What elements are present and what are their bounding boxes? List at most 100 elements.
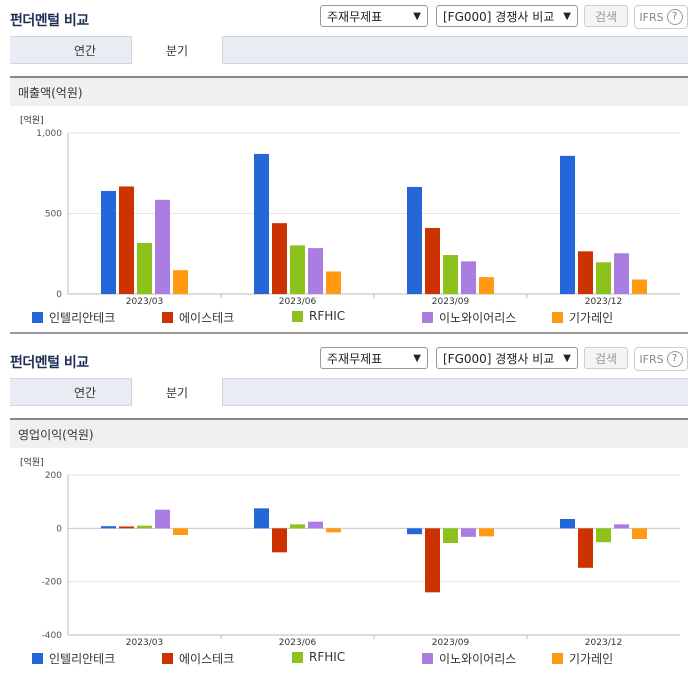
report-type-select[interactable]: 주재무제표 ▼ (320, 5, 428, 27)
tab-quarterly[interactable]: 분기 (131, 378, 223, 406)
legend-item[interactable]: 이노와이어리스 (422, 309, 516, 326)
x-tick-label: 2023/03 (126, 638, 163, 648)
bar-에이스테크 (119, 526, 134, 529)
bar-RFHIC (596, 528, 611, 543)
bar-이노와이어리스 (461, 528, 476, 537)
chart-legend: 인텔리안테크 에이스테크 RFHIC 이노와이어리스 기가레인 (0, 309, 696, 329)
ifrs-label: IFRS (639, 10, 664, 24)
legend-item[interactable]: 인텔리안테크 (32, 650, 115, 667)
legend-swatch (292, 310, 303, 322)
legend-item[interactable]: 기가레인 (552, 309, 613, 326)
x-tick-label: 2023/12 (585, 297, 622, 307)
legend-label: 에이스테크 (179, 652, 235, 666)
legend-item[interactable]: 에이스테크 (162, 309, 234, 326)
panel-title: 펀더멘털 비교 (10, 355, 89, 371)
bar-RFHIC (137, 525, 152, 529)
bar-에이스테크 (425, 227, 440, 294)
revenue-chart: [억원] 0 500 1,000 2023/03 2023/06 2023/09 2023/1… (20, 114, 680, 307)
legend-item[interactable]: 기가레인 (552, 650, 613, 667)
legend-item[interactable]: 이노와이어리스 (422, 650, 516, 667)
bar-RFHIC (290, 524, 305, 529)
chart-section-header: 영업이익(억원) (10, 418, 688, 448)
bar-인텔리안테크 (254, 508, 269, 529)
legend-label: RFHIC (309, 309, 346, 323)
legend-label: 이노와이어리스 (439, 652, 517, 666)
legend-label: 인텔리안테크 (49, 652, 116, 666)
ifrs-button[interactable]: IFRS ? (634, 5, 688, 29)
x-tick-label: 2023/06 (279, 297, 317, 307)
bar-인텔리안테크 (254, 153, 269, 294)
bar-인텔리안테크 (407, 186, 422, 294)
bar-이노와이어리스 (308, 521, 323, 529)
bar-에이스테크 (272, 223, 287, 294)
legend-swatch (162, 653, 173, 664)
unit-label: [억원] (20, 456, 44, 468)
bar-RFHIC (137, 242, 152, 294)
search-button[interactable]: 검색 (584, 347, 628, 369)
x-tick-label: 2023/09 (432, 297, 470, 307)
bar-이노와이어리스 (308, 248, 323, 294)
y-tick-label: 0 (56, 524, 62, 534)
tab-quarterly[interactable]: 분기 (131, 36, 223, 64)
bar-이노와이어리스 (155, 199, 170, 294)
panel-divider (10, 332, 688, 334)
y-tick-label: 0 (56, 290, 62, 300)
bar-인텔리안테크 (407, 528, 422, 535)
bar-기가레인 (479, 528, 494, 537)
search-button[interactable]: 검색 (584, 5, 628, 27)
y-tick-label: 200 (45, 471, 62, 481)
bar-인텔리안테크 (560, 519, 575, 529)
ifrs-button[interactable]: IFRS ? (634, 347, 688, 371)
bar-인텔리안테크 (560, 155, 575, 294)
bar-에이스테크 (425, 528, 440, 593)
report-type-select[interactable]: 주재무제표 ▼ (320, 347, 428, 369)
chart-section-header: 매출액(억원) (10, 76, 688, 106)
legend-label: 인텔리안테크 (49, 311, 116, 325)
report-type-value: 주재무제표 (327, 351, 383, 366)
operating-profit-chart: [억원] -400 -200 0 200 2023/03 2023/06 2023/09 202… (20, 456, 680, 648)
legend-swatch (32, 312, 43, 323)
x-tick-label: 2023/06 (279, 638, 317, 648)
bar-RFHIC (443, 528, 458, 543)
compare-value: [FG000] 경쟁사 비교 (443, 351, 555, 366)
y-tick-label: -200 (42, 578, 63, 588)
bar-이노와이어리스 (614, 253, 629, 294)
x-tick-label: 2023/12 (585, 638, 622, 648)
y-tick-label: -400 (42, 631, 63, 641)
bar-기가레인 (479, 277, 494, 294)
bar-기가레인 (173, 270, 188, 294)
bar-기가레인 (326, 271, 341, 294)
legend-item[interactable]: 인텔리안테크 (32, 309, 115, 326)
compare-select[interactable]: [FG000] 경쟁사 비교 ▼ (436, 5, 578, 27)
legend-swatch (552, 653, 563, 664)
chevron-down-icon: ▼ (413, 352, 421, 364)
panel-title: 펀더멘털 비교 (10, 13, 89, 29)
chevron-down-icon: ▼ (563, 10, 571, 22)
legend-swatch (422, 312, 433, 323)
y-tick-label: 500 (45, 210, 62, 220)
bar-에이스테크 (272, 528, 287, 553)
compare-value: [FG000] 경쟁사 비교 (443, 9, 555, 24)
legend-item[interactable]: RFHIC (292, 309, 345, 323)
legend-item[interactable]: RFHIC (292, 650, 345, 664)
period-tabs: 연간 분기 (10, 36, 688, 64)
bar-기가레인 (632, 528, 647, 539)
ifrs-label: IFRS (639, 352, 664, 366)
bar-에이스테크 (578, 528, 593, 568)
bar-RFHIC (290, 245, 305, 294)
compare-select[interactable]: [FG000] 경쟁사 비교 ▼ (436, 347, 578, 369)
fundamental-panel-revenue: 펀더멘털 비교 주재무제표 ▼ [FG000] 경쟁사 비교 ▼ 검색 IFRS… (0, 0, 696, 340)
legend-label: 에이스테크 (179, 311, 235, 325)
bar-에이스테크 (578, 251, 593, 294)
tab-annual[interactable]: 연간 (73, 43, 97, 58)
fundamental-panel-operating-profit: 펀더멘털 비교 주재무제표 ▼ [FG000] 경쟁사 비교 ▼ 검색 IFRS… (0, 342, 696, 684)
help-icon: ? (666, 351, 683, 367)
legend-swatch (162, 312, 173, 323)
bar-RFHIC (443, 255, 458, 294)
tab-annual[interactable]: 연간 (73, 385, 97, 400)
legend-swatch (292, 651, 303, 663)
x-tick-label: 2023/09 (432, 638, 470, 648)
legend-item[interactable]: 에이스테크 (162, 650, 234, 667)
chevron-down-icon: ▼ (413, 10, 421, 22)
bar-인텔리안테크 (101, 190, 116, 294)
